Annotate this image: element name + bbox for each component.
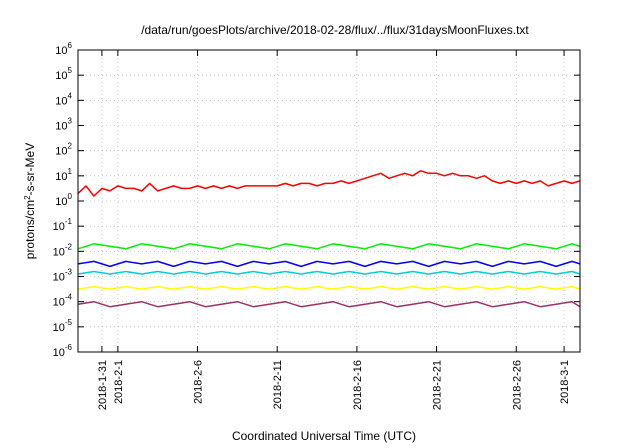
x-tick-label: 2018-2-16 bbox=[352, 360, 364, 410]
y-tick-label: 102 bbox=[55, 142, 72, 158]
series-line bbox=[77, 270, 581, 275]
chart-title: /data/run/goesPlots/archive/2018-02-28/f… bbox=[141, 23, 529, 37]
series-layer bbox=[77, 170, 581, 308]
grid bbox=[78, 50, 580, 352]
y-tick-label: 106 bbox=[55, 41, 72, 57]
y-axis-label: protons/cm2-s-sr-MeV bbox=[23, 143, 38, 259]
y-tick-label: 10-4 bbox=[53, 293, 73, 309]
y-tick-label: 10-2 bbox=[53, 242, 73, 258]
y-tick-label: 104 bbox=[55, 91, 72, 107]
series-line bbox=[77, 300, 581, 308]
x-tick-label: 2018-2-11 bbox=[272, 360, 284, 409]
x-axis-ticks: 2018-1-31 2018-2-1 2018-2-6 2018-2-11 2018-2… bbox=[97, 50, 571, 410]
y-tick-label: 103 bbox=[55, 117, 72, 133]
series-line bbox=[77, 170, 581, 197]
x-tick-label: 2018-1-31 bbox=[97, 360, 109, 410]
x-axis-label: Coordinated Universal Time (UTC) bbox=[232, 429, 416, 443]
series-line bbox=[77, 285, 581, 290]
x-tick-label: 2018-3-1 bbox=[559, 360, 571, 404]
y-tick-label: 10-6 bbox=[53, 343, 73, 359]
y-tick-label: 105 bbox=[55, 66, 72, 82]
y-tick-label: 101 bbox=[55, 167, 72, 183]
x-tick-label: 2018-2-21 bbox=[432, 360, 444, 410]
x-tick-label: 2018-2-1 bbox=[113, 360, 125, 404]
y-tick-label: 10-1 bbox=[53, 217, 73, 233]
y-tick-label: 10-5 bbox=[53, 318, 73, 334]
x-tick-label: 2018-2-26 bbox=[511, 360, 523, 410]
series-line bbox=[77, 243, 581, 250]
plot-frame bbox=[77, 49, 581, 353]
y-axis-ticks: 10-6 10-5 10-4 10-3 10-2 10-1 100 101 102 103 104 1… bbox=[53, 41, 580, 359]
y-tick-label: 10-3 bbox=[53, 268, 73, 284]
x-tick-label: 2018-2-6 bbox=[193, 360, 205, 404]
y-tick-label: 100 bbox=[55, 192, 72, 208]
series-line bbox=[77, 260, 581, 268]
